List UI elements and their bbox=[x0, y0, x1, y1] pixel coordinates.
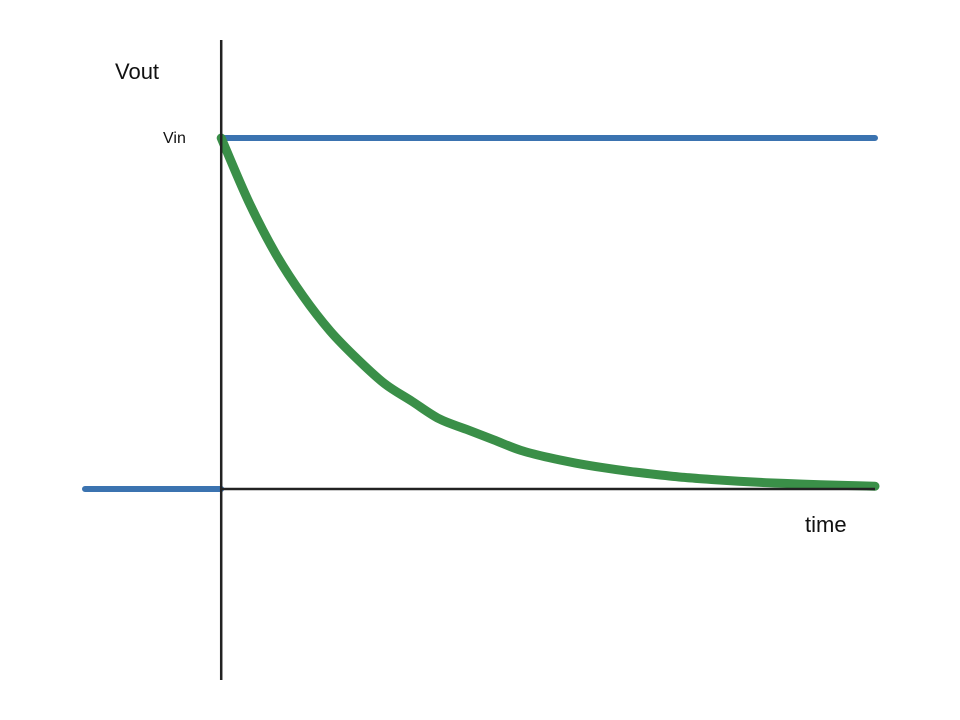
x-axis-label: time bbox=[805, 512, 847, 537]
output-curve bbox=[216, 133, 880, 491]
input-step-line bbox=[82, 135, 878, 492]
y-axis-label: Vout bbox=[115, 59, 159, 84]
y-tick-label: Vin bbox=[163, 130, 186, 147]
